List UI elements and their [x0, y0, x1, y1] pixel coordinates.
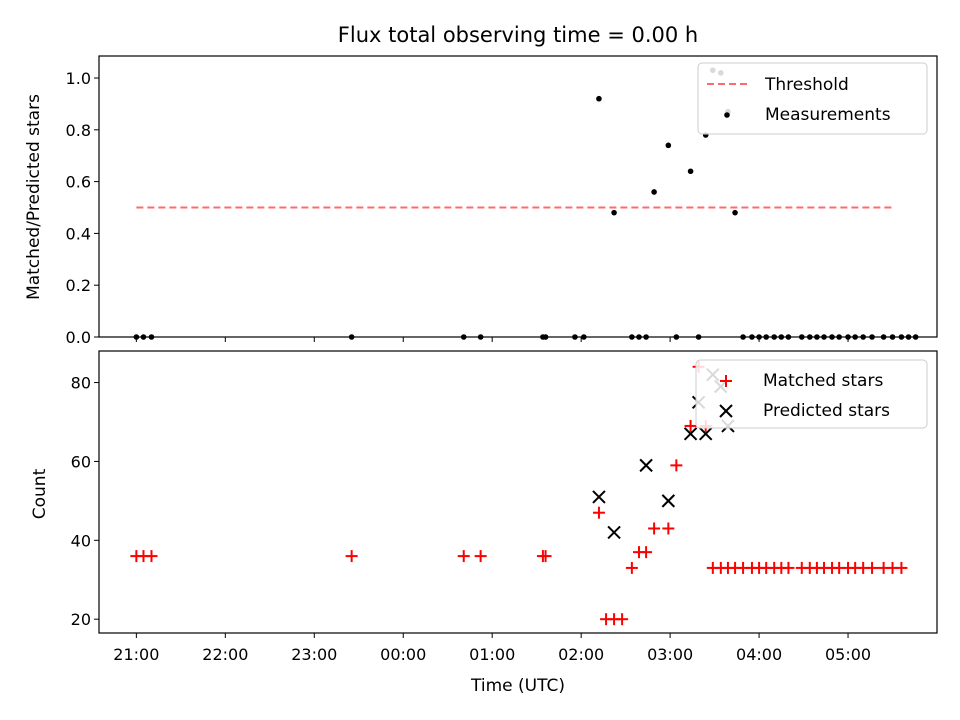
top-axes-frame: [98, 55, 938, 338]
bottom-y-axis-label: Count: [30, 468, 50, 519]
measurements-point: [665, 142, 672, 149]
matched-stars-point: [592, 506, 605, 519]
x-tick-label: 04:00: [736, 645, 782, 664]
predicted-stars-legend-swatch: [719, 404, 733, 418]
x-tick-label: 03:00: [647, 645, 693, 664]
top-y-ticks: 0.0 0.2 0.4 0.6 0.8 1.0: [66, 69, 99, 347]
matched-stars-point: [895, 561, 908, 574]
matched-stars-legend-swatch: [720, 375, 732, 387]
matched-stars-point: [457, 550, 470, 563]
bottom-y-ticks: 20 40 60 80: [71, 374, 99, 629]
x-tick-label: 02:00: [558, 645, 604, 664]
predicted-stars-point: [661, 494, 676, 508]
bottom-y-tick-label: 40: [71, 531, 91, 550]
predicted-stars-point: [639, 458, 653, 473]
predicted-stars-point: [698, 427, 713, 441]
matched-stars-point: [345, 550, 358, 563]
matched-stars-point: [539, 550, 552, 563]
matched-stars-point: [684, 419, 697, 432]
top-y-axis-label: Matched/Predicted stars: [24, 94, 44, 300]
measurements-point: [596, 95, 602, 102]
matched-stars-legend-label: Matched stars: [763, 371, 883, 391]
predicted-stars-legend-label: Predicted stars: [763, 401, 890, 421]
predicted-stars-point: [592, 490, 606, 504]
bottom-legend-box: [695, 359, 928, 429]
matched-stars-point: [648, 522, 661, 535]
figure-title: Flux total observing time = 0.00 h: [338, 23, 698, 47]
measurements-point: [611, 209, 617, 216]
matched-stars-point: [625, 561, 638, 574]
x-axis-label: Time (UTC): [470, 676, 565, 696]
measurements-point: [687, 168, 694, 175]
threshold-legend-label: Threshold: [764, 75, 849, 95]
top-y-tick-label: 0.2: [66, 276, 91, 295]
x-tick-label: 01:00: [469, 645, 515, 664]
matched-stars-point: [866, 561, 879, 574]
bottom-panel: 20 40 60 80 21:00 22:00 23:00 00:00 01:00 02:00 0…: [30, 350, 938, 696]
x-tick-label: 05:00: [825, 645, 871, 664]
matched-stars-point: [145, 550, 158, 563]
matched-stars-point: [782, 561, 795, 574]
x-tick-label: 22:00: [202, 645, 248, 664]
matched-stars-point: [640, 546, 653, 559]
matched-stars-point: [662, 522, 675, 535]
bottom-axes-frame: [98, 350, 938, 634]
bottom-y-tick-label: 60: [71, 452, 91, 471]
bottom-y-tick-label: 80: [71, 374, 91, 393]
predicted-stars-point: [683, 427, 698, 441]
predicted-stars-point: [607, 525, 621, 540]
bottom-legend: Matched stars Predicted stars: [695, 359, 928, 429]
x-tick-label: 21:00: [113, 645, 159, 664]
top-legend: Threshold Measurements: [697, 62, 928, 135]
top-y-tick-label: 0.0: [66, 328, 91, 347]
matched-stars-point: [670, 459, 683, 472]
matched-stars-point: [474, 550, 487, 563]
measurements-point: [651, 189, 657, 195]
matched-stars-point: [616, 613, 629, 626]
x-tick-label: 23:00: [291, 645, 337, 664]
top-legend-box: [697, 62, 928, 135]
top-y-tick-label: 0.4: [66, 224, 91, 243]
top-y-tick-label: 0.8: [66, 121, 91, 140]
bottom-x-ticks: 21:00 22:00 23:00 00:00 01:00 02:00 03:00 04:00…: [113, 633, 871, 664]
top-y-tick-label: 0.6: [66, 173, 91, 192]
top-x-ticks: [135, 337, 849, 342]
x-tick-label: 00:00: [380, 645, 426, 664]
top-panel: 0.0 0.2 0.4 0.6 0.8 1.0 Matched/Predicted sta…: [24, 55, 938, 347]
bottom-y-tick-label: 20: [71, 610, 91, 629]
measurements-point: [732, 209, 738, 216]
measurements-legend-swatch: [724, 112, 730, 118]
top-y-tick-label: 1.0: [66, 69, 91, 88]
measurements-legend-label: Measurements: [765, 105, 891, 125]
